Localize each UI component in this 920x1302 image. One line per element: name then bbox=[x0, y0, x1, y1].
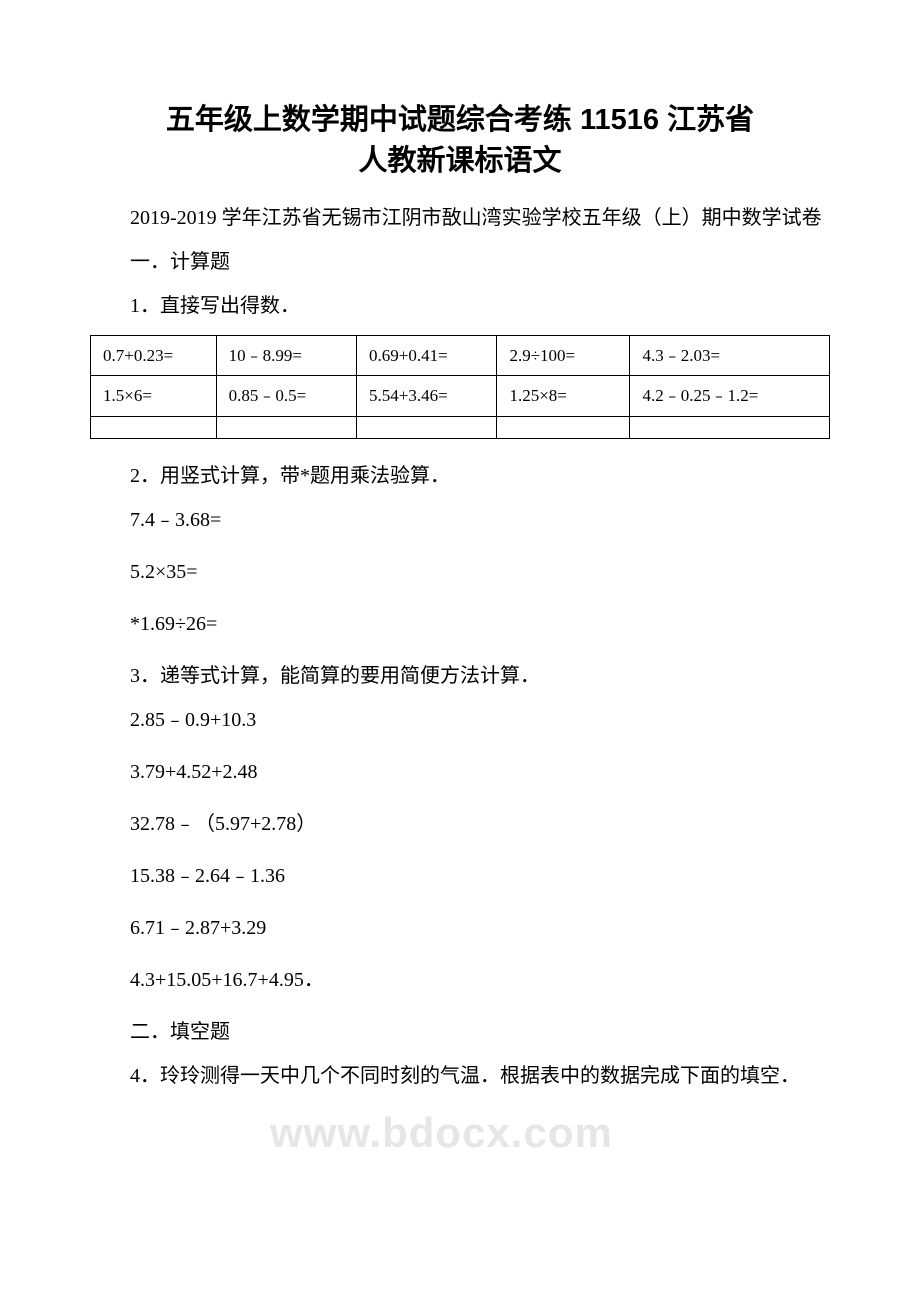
expression: 15.38﹣2.64﹣1.36 bbox=[90, 857, 830, 895]
question-2-heading: 2．用竖式计算，带*题用乘法验算． bbox=[90, 457, 830, 495]
title-line-1: 五年级上数学期中试题综合考练 11516 江苏省 bbox=[90, 100, 830, 141]
table-cell: 0.85﹣0.5= bbox=[216, 376, 356, 416]
table-cell: 10﹣8.99= bbox=[216, 336, 356, 376]
table-cell: 1.25×8= bbox=[497, 376, 630, 416]
question-4-heading: 4．玲玲测得一天中几个不同时刻的气温．根据表中的数据完成下面的填空． bbox=[90, 1057, 830, 1095]
table-cell bbox=[497, 416, 630, 438]
expression: 2.85﹣0.9+10.3 bbox=[90, 701, 830, 739]
watermark-text: www.bdocx.com bbox=[270, 1109, 613, 1157]
expression: 3.79+4.52+2.48 bbox=[90, 753, 830, 791]
table-cell: 4.2﹣0.25﹣1.2= bbox=[630, 376, 830, 416]
table-cell: 2.9÷100= bbox=[497, 336, 630, 376]
table-cell: 4.3﹣2.03= bbox=[630, 336, 830, 376]
expression: 4.3+15.05+16.7+4.95． bbox=[90, 961, 830, 999]
expression: 7.4﹣3.68= bbox=[90, 501, 830, 539]
intro-text: 2019-2019 学年江苏省无锡市江阴市敔山湾实验学校五年级（上）期中数学试卷 bbox=[90, 199, 830, 237]
question-1-heading: 1．直接写出得数． bbox=[90, 287, 830, 325]
section-1-heading: 一．计算题 bbox=[90, 243, 830, 281]
table-cell bbox=[91, 416, 217, 438]
expression: *1.69÷26= bbox=[90, 605, 830, 643]
expression: 6.71﹣2.87+3.29 bbox=[90, 909, 830, 947]
expression: 5.2×35= bbox=[90, 553, 830, 591]
title-line-2: 人教新课标语文 bbox=[90, 141, 830, 182]
section-2-heading: 二．填空题 bbox=[90, 1013, 830, 1051]
table-cell: 1.5×6= bbox=[91, 376, 217, 416]
table-cell bbox=[630, 416, 830, 438]
table-row: 0.7+0.23= 10﹣8.99= 0.69+0.41= 2.9÷100= 4… bbox=[91, 336, 830, 376]
table-row bbox=[91, 416, 830, 438]
table-cell: 5.54+3.46= bbox=[357, 376, 497, 416]
question-3-heading: 3．递等式计算，能简算的要用简便方法计算． bbox=[90, 657, 830, 695]
document-title: 五年级上数学期中试题综合考练 11516 江苏省 人教新课标语文 bbox=[90, 100, 830, 181]
table-cell bbox=[357, 416, 497, 438]
expression: 32.78﹣（5.97+2.78） bbox=[90, 805, 830, 843]
table-cell bbox=[216, 416, 356, 438]
table-cell: 0.7+0.23= bbox=[91, 336, 217, 376]
table-row: 1.5×6= 0.85﹣0.5= 5.54+3.46= 1.25×8= 4.2﹣… bbox=[91, 376, 830, 416]
arithmetic-table: 0.7+0.23= 10﹣8.99= 0.69+0.41= 2.9÷100= 4… bbox=[90, 335, 830, 438]
table-cell: 0.69+0.41= bbox=[357, 336, 497, 376]
